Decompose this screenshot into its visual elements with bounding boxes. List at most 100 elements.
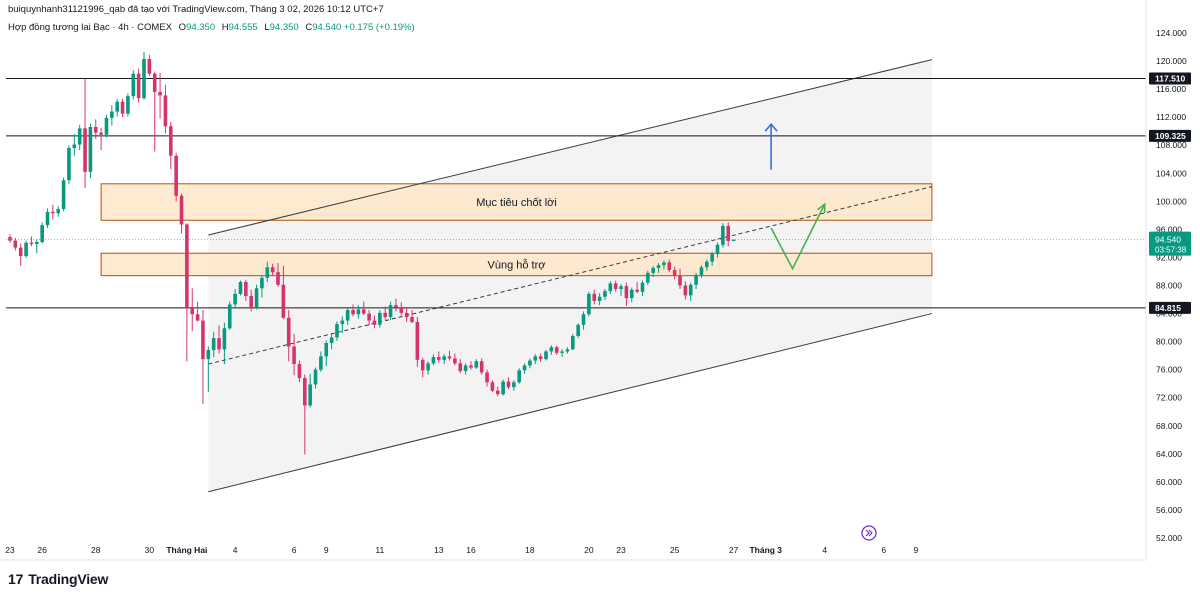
price-tick-label: 56.000 [1156, 505, 1182, 515]
candle-body [35, 242, 39, 245]
time-tick-label: 28 [91, 545, 101, 555]
scroll-to-realtime-button[interactable] [861, 525, 877, 541]
candle-body [721, 225, 725, 245]
candle-body [56, 209, 61, 214]
candle-body [517, 370, 521, 383]
price-tick-label: 80.000 [1156, 337, 1182, 347]
candle-body [597, 296, 602, 301]
candle-body [238, 281, 243, 294]
projection-arrow-head [817, 202, 826, 214]
candle-body [667, 262, 672, 271]
candle-body [378, 312, 382, 325]
candle-body [512, 382, 516, 388]
candle-body [415, 321, 420, 360]
bar-countdown-label: 03:57:38 [1155, 246, 1187, 255]
candle-body [158, 91, 162, 96]
price-tick-label: 104.000 [1156, 168, 1187, 178]
candle-body [587, 293, 591, 315]
candle-body [147, 58, 152, 74]
level-price-label-1: 109.325 [1155, 131, 1186, 141]
candle-body [249, 296, 253, 308]
candle-body [227, 304, 232, 329]
time-tick-label: 20 [584, 545, 594, 555]
candle-body [254, 288, 259, 308]
ohlc-high-key: H [221, 22, 229, 33]
candle-body [308, 384, 312, 406]
double-chevron-right-icon [865, 529, 870, 537]
attribution-text: buiquynhanh31121996_qab đã tạo với Tradi… [8, 4, 384, 15]
price-tick-label: 124.000 [1156, 28, 1187, 38]
candle-body [613, 283, 618, 290]
time-tick-label: 26 [37, 545, 47, 555]
target-arrow-head [764, 122, 778, 132]
candle-body [506, 381, 511, 388]
time-tick-label: 6 [292, 545, 297, 555]
time-tick-label: 4 [822, 545, 827, 555]
time-tick-label: 4 [233, 545, 238, 555]
candle-body [463, 365, 468, 372]
candle-body [206, 350, 211, 360]
time-tick-label: 9 [913, 545, 918, 555]
candle-body [297, 364, 302, 379]
candle-body [495, 390, 500, 395]
candle-body [479, 361, 484, 373]
time-tick-label: 25 [670, 545, 680, 555]
price-tick-label: 64.000 [1156, 449, 1182, 459]
candle-body [688, 284, 693, 296]
ohlc-open-value: 94.350 [186, 22, 216, 33]
candle-body [683, 285, 688, 296]
price-tick-label: 68.000 [1156, 421, 1182, 431]
channel-mid-line [208, 186, 933, 365]
candle-body [13, 240, 18, 248]
change-value: +0.175 (+0.19%) [343, 22, 415, 33]
candle-body [329, 337, 334, 344]
candle-body [260, 277, 264, 289]
time-tick-label: 18 [525, 545, 535, 555]
candle-body [340, 320, 345, 325]
candle-body [319, 356, 323, 370]
candle-body [533, 356, 538, 361]
candle-body [179, 195, 184, 225]
candle-body [292, 346, 296, 365]
candle-body [211, 338, 216, 351]
candle-body [608, 283, 613, 292]
symbol-title: Hợp đồng tương lai Bạc · 4h · COMEX [8, 22, 173, 33]
candle-body [554, 347, 559, 353]
tradingview-mark-icon: 17 [8, 571, 24, 587]
candle-body [335, 324, 339, 338]
candle-body [560, 351, 564, 353]
candle-body [528, 360, 532, 366]
price-tick-label: 60.000 [1156, 477, 1182, 487]
zone-box-1 [100, 252, 933, 277]
candle-body [651, 267, 655, 273]
tradingview-logo[interactable]: 17 TradingView [8, 571, 108, 587]
candle-body [442, 356, 446, 360]
candle-body [399, 307, 404, 313]
candle-body [383, 312, 387, 318]
ohlc-open-key: O [178, 22, 187, 33]
candle-body [361, 309, 366, 314]
level-price-tag-0 [1149, 72, 1191, 85]
channel-lower-line [208, 313, 933, 493]
candle-body [201, 320, 205, 360]
zone-label-1: Vùng hỗ trợ [488, 258, 546, 271]
candle-body [104, 117, 109, 135]
candle-body [672, 270, 677, 276]
candle-body [303, 378, 307, 406]
candle-body [640, 282, 645, 292]
candle-body [603, 291, 607, 297]
price-tick-label: 76.000 [1156, 365, 1182, 375]
candle-body [324, 343, 329, 357]
candle-body [571, 336, 575, 350]
ohlc-close-key: C [305, 22, 313, 33]
candle-body [501, 381, 505, 395]
candle-body [705, 261, 709, 268]
candle-body [29, 242, 34, 245]
candle-body [244, 281, 248, 297]
time-tick-label: 23 [616, 545, 626, 555]
projection-path [770, 203, 826, 271]
price-tick-label: 108.000 [1156, 140, 1187, 150]
candle-body [624, 286, 629, 299]
candle-body [592, 293, 597, 301]
